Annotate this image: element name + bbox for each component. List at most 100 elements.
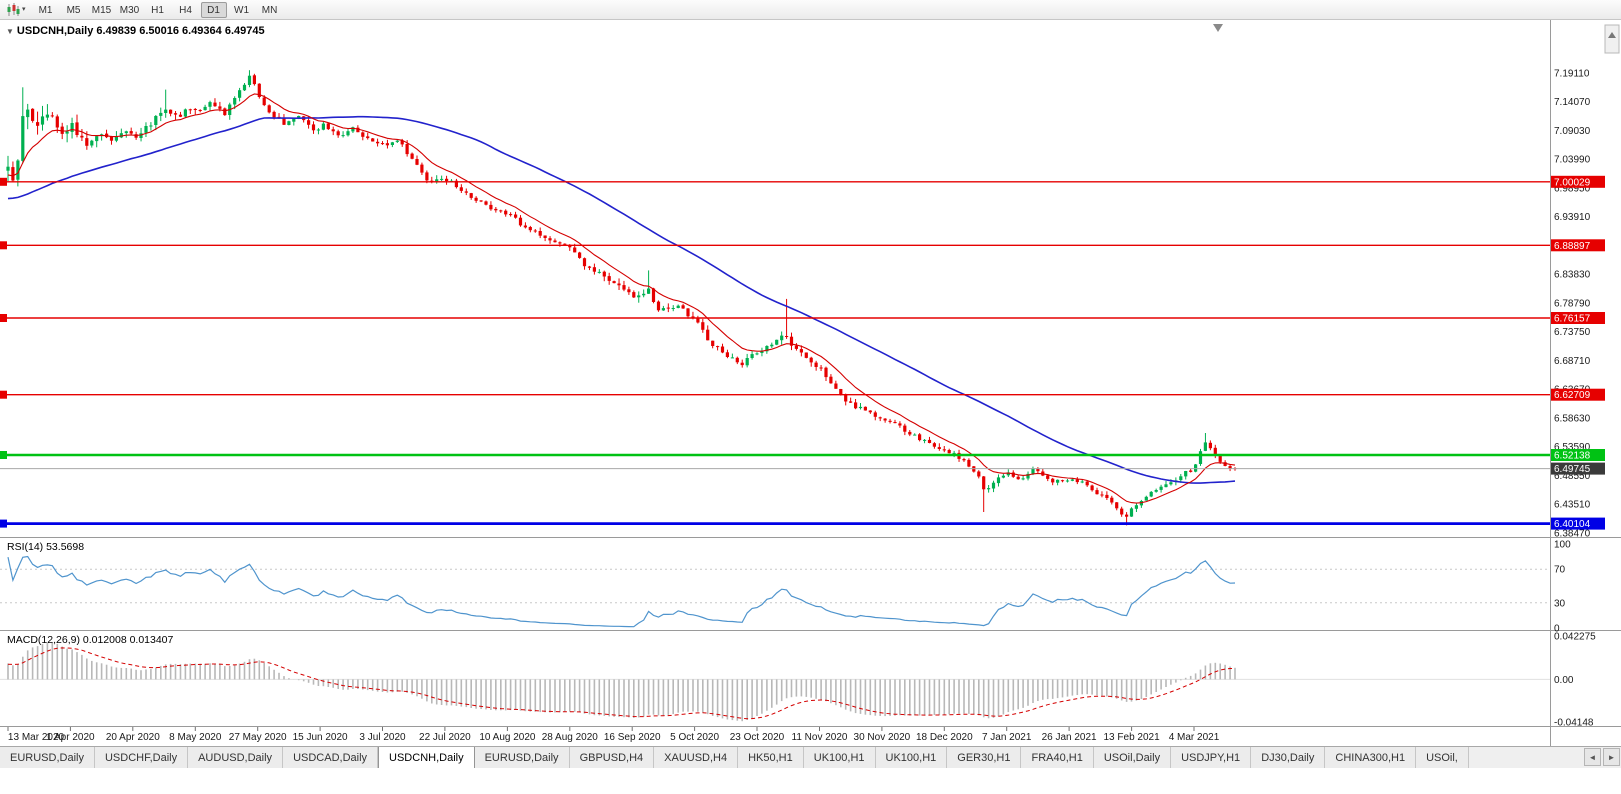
chart-tab-usoil-daily[interactable]: USOil,Daily [1093, 747, 1172, 768]
chart-tab-audusd-daily[interactable]: AUDUSD,Daily [188, 747, 284, 768]
candle [489, 204, 493, 210]
price-axis-label: 6.43510 [1554, 500, 1591, 511]
candle [1129, 508, 1134, 517]
price-axis-label: 6.83830 [1554, 270, 1591, 281]
candle [844, 394, 848, 402]
price-axis-label: 6.78790 [1554, 299, 1591, 310]
chart-tab-eurusd-daily[interactable]: EURUSD,Daily [474, 747, 570, 768]
candle [888, 420, 892, 422]
candle [178, 114, 183, 117]
candle [445, 178, 449, 181]
timeframe-button-d1[interactable]: D1 [200, 1, 227, 18]
candle [390, 142, 394, 145]
chart-tab-fra40-h1[interactable]: FRA40,H1 [1021, 747, 1094, 768]
candle [80, 135, 84, 138]
candle [1065, 480, 1070, 482]
chart-tab-dj30-daily[interactable]: DJ30,Daily [1251, 747, 1326, 768]
candle [60, 126, 64, 134]
chart-tab-usdcnh-daily[interactable]: USDCNH,Daily [378, 747, 475, 768]
candle [1115, 502, 1119, 509]
chart-shift-marker[interactable] [1213, 24, 1223, 32]
candle [824, 367, 828, 378]
candle [735, 357, 739, 363]
tabs-scroll-right-button[interactable]: ► [1603, 748, 1620, 766]
date-label: 11 Nov 2020 [792, 732, 848, 743]
candle [292, 118, 296, 122]
candle [376, 141, 380, 144]
chart-tab-ger30-h1[interactable]: GER30,H1 [947, 747, 1022, 768]
chart-type-button[interactable]: ▾ [4, 1, 32, 19]
candle [1090, 485, 1094, 491]
candle [932, 443, 936, 447]
timeframe-button-m1[interactable]: M1 [38, 4, 53, 16]
price-level-badge: 7.00029 [1551, 175, 1605, 188]
candle [893, 422, 897, 424]
candle [1169, 482, 1173, 485]
ma-fast-line [7, 93, 1236, 504]
candle [962, 459, 966, 461]
candle [582, 258, 587, 267]
chart-tab-usdjpy-h1[interactable]: USDJPY,H1 [1171, 747, 1252, 768]
candle [385, 143, 389, 146]
chart-tab-eurusd-daily[interactable]: EURUSD,Daily [0, 747, 95, 768]
candle [903, 425, 907, 432]
price-level-badge: 6.88897 [1551, 239, 1605, 252]
candle [405, 144, 409, 155]
timeframe-button-m15[interactable]: M15 [91, 4, 112, 16]
price-level-badge: 6.62709 [1551, 388, 1605, 401]
candle [740, 362, 744, 366]
chart-tab-hk50-h1[interactable]: HK50,H1 [738, 747, 804, 768]
candle [164, 109, 168, 113]
chart-tab-usoil[interactable]: USOil, [1416, 747, 1469, 768]
date-label: 5 Oct 2020 [670, 732, 719, 743]
price-axis-label: 6.48550 [1554, 471, 1591, 482]
candle [203, 106, 207, 111]
candle [789, 336, 794, 346]
chart-tab-uk100-h1[interactable]: UK100,H1 [875, 747, 948, 768]
candle [307, 120, 311, 125]
candle [31, 108, 35, 121]
candle [336, 131, 340, 136]
candle [632, 292, 636, 298]
candle [316, 129, 320, 131]
date-label: 20 Apr 2020 [106, 732, 160, 743]
date-label: 13 Mar 2020 [8, 732, 65, 743]
timeframe-button-w1[interactable]: W1 [234, 4, 250, 16]
candle [528, 227, 532, 231]
candle [854, 402, 858, 409]
ma-slow-line [7, 115, 1236, 484]
candle [1100, 494, 1104, 496]
chart-tab-xauusd-h4[interactable]: XAUUSD,H4 [654, 747, 739, 768]
candle [1134, 505, 1138, 509]
candle [1159, 486, 1163, 490]
rsi-panel: 100 70 30 0 [0, 540, 1571, 635]
chart-plot[interactable] [0, 20, 1550, 537]
candle [573, 247, 577, 253]
timeframe-button-m5[interactable]: M5 [66, 4, 81, 16]
candle [65, 131, 69, 134]
timeframe-button-h1[interactable]: H1 [151, 4, 164, 16]
candle [400, 140, 404, 145]
candle [208, 102, 212, 107]
timeframe-button-h4[interactable]: H4 [179, 4, 192, 16]
bid-price-badge: 6.49745 [1551, 462, 1605, 475]
chart-tab-usdchf-daily[interactable]: USDCHF,Daily [94, 747, 189, 768]
chart-tab-usdcad-daily[interactable]: USDCAD,Daily [283, 747, 379, 768]
date-label: 18 Dec 2020 [916, 732, 973, 743]
timeframe-button-m30[interactable]: M30 [119, 4, 140, 16]
scroll-up-button[interactable] [1604, 24, 1620, 54]
tabs-scroll-left-button[interactable]: ◄ [1584, 748, 1601, 766]
candle [1120, 508, 1124, 515]
candle [642, 293, 646, 296]
chart-tab-uk100-h1[interactable]: UK100,H1 [803, 747, 876, 768]
candle [267, 105, 271, 113]
timeframe-button-mn[interactable]: MN [261, 4, 278, 16]
date-label: 1 Apr 2020 [46, 732, 95, 743]
candle [124, 131, 128, 134]
candle [676, 305, 680, 308]
chart-tab-china300-h1[interactable]: CHINA300,H1 [1325, 747, 1417, 768]
chart-tab-gbpusd-h4[interactable]: GBPUSD,H4 [569, 747, 655, 768]
price-axis-label: 6.98950 [1554, 184, 1591, 195]
